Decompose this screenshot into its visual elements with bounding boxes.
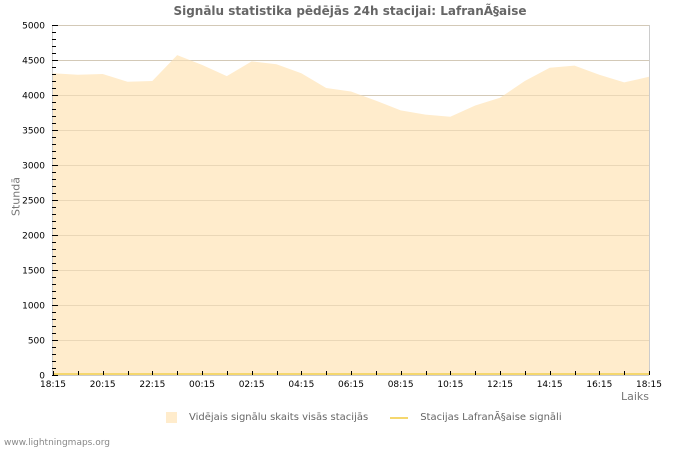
average-signals-area	[53, 55, 649, 375]
x-tick-label: 02:15	[239, 380, 265, 390]
y-tick-label: 2000	[22, 232, 45, 242]
legend-item-station[interactable]: Stacijas LafranÃ§aise signāli	[390, 412, 562, 423]
y-tick-label: 4000	[22, 92, 45, 102]
x-tick-label: 22:15	[139, 380, 165, 390]
chart-title: Signālu statistika pēdējās 24h stacijai:…	[173, 4, 527, 18]
x-tick-label: 06:15	[338, 380, 364, 390]
y-tick-label: 3000	[22, 162, 45, 172]
line-swatch-icon	[390, 416, 409, 419]
x-tick-label: 18:15	[40, 380, 66, 390]
x-axis-label: Laiks	[621, 390, 650, 403]
area-swatch-icon	[166, 412, 177, 423]
y-tick-label: 0	[39, 372, 45, 382]
x-tick-label: 10:15	[437, 380, 463, 390]
x-tick-label: 16:15	[586, 380, 612, 390]
x-tick-label: 00:15	[189, 380, 215, 390]
y-tick-label: 4500	[22, 57, 45, 67]
legend-label-station: Stacijas LafranÃ§aise signāli	[420, 412, 562, 423]
y-tick-label: 3500	[22, 127, 45, 137]
y-axis-label: Stundā	[9, 177, 23, 216]
y-tick-label: 2500	[22, 197, 45, 207]
x-tick-label: 18:15	[636, 380, 662, 390]
x-tick-label: 14:15	[537, 380, 563, 390]
y-tick-label: 5000	[22, 22, 45, 32]
legend-item-average[interactable]: Vidējais signālu skaits visās stacijās	[166, 412, 368, 423]
y-tick-label: 1500	[22, 267, 45, 277]
x-tick-label: 08:15	[388, 380, 414, 390]
legend: Vidējais signālu skaits visās stacijās S…	[166, 412, 584, 423]
x-tick-label: 12:15	[487, 380, 513, 390]
y-tick-label: 1000	[22, 302, 45, 312]
x-tick-label: 20:15	[90, 380, 116, 390]
legend-label-average: Vidējais signālu skaits visās stacijās	[189, 412, 369, 423]
x-tick-label: 04:15	[288, 380, 314, 390]
site-credit: www.lightningmaps.org	[4, 438, 110, 448]
axes: 0 500 1000 1500 2000 2500 3000 3500 4000 4500 5000…	[22, 22, 662, 391]
y-tick-label: 500	[28, 337, 45, 347]
